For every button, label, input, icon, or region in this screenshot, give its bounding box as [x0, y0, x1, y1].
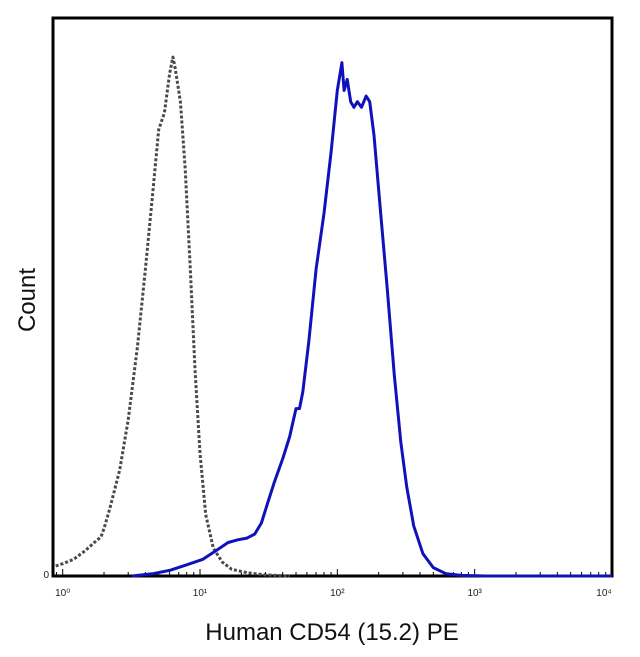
x-tick-label: 10¹	[193, 588, 208, 599]
y-tick-label: 0	[43, 570, 49, 581]
x-tick-label: 10²	[330, 588, 345, 599]
x-axis-ticks: 10⁰ 10¹ 10² 10³ 10⁴	[55, 569, 613, 599]
isotype-control-histogram	[55, 55, 290, 578]
y-axis-title: Count	[14, 268, 41, 332]
series-layer	[55, 55, 612, 578]
x-tick-label: 10⁴	[596, 588, 611, 599]
x-tick-label: 10⁰	[55, 588, 70, 599]
x-axis-title: Human CD54 (15.2) PE	[205, 619, 458, 646]
y-axis-ticks: 0	[43, 570, 49, 581]
stained-sample-histogram	[131, 61, 612, 578]
plot-frame	[51, 16, 614, 578]
x-tick-label: 10³	[467, 588, 482, 599]
